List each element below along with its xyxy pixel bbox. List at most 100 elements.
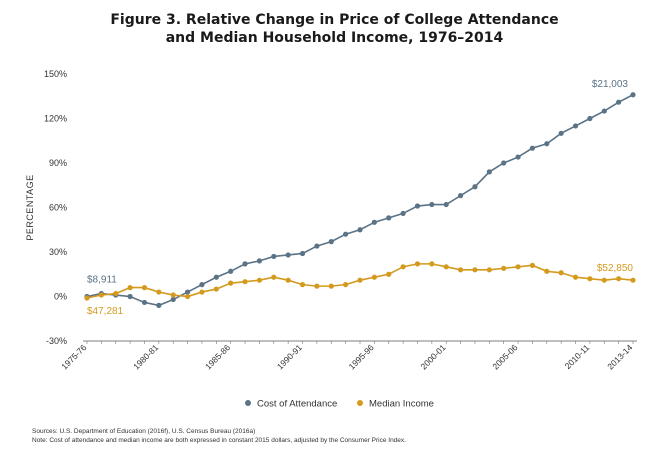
data-point-median-income xyxy=(501,265,507,271)
data-point-cost-of-attendance xyxy=(314,243,320,249)
data-point-median-income xyxy=(601,277,607,283)
data-point-cost-of-attendance xyxy=(457,193,464,199)
chart-title-line-1: Figure 3. Relative Change in Price of Co… xyxy=(110,12,559,28)
y-tick-label: -30% xyxy=(46,336,67,346)
data-point-median-income xyxy=(285,277,291,283)
y-tick-label: 0% xyxy=(54,292,67,302)
y-tick-label: 150% xyxy=(44,69,67,79)
data-point-median-income xyxy=(228,280,234,286)
x-tick-label: 2000-01 xyxy=(418,342,447,371)
data-point-median-income xyxy=(84,295,90,301)
data-point-cost-of-attendance xyxy=(213,274,219,280)
data-point-median-income xyxy=(271,274,277,280)
x-tick-label: 1990-91 xyxy=(275,342,304,371)
data-point-median-income xyxy=(386,271,392,277)
data-point-cost-of-attendance xyxy=(141,299,148,306)
data-point-cost-of-attendance xyxy=(558,130,564,136)
y-tick-label: 30% xyxy=(49,247,67,257)
data-point-median-income xyxy=(299,282,306,288)
data-point-cost-of-attendance xyxy=(400,210,406,217)
data-labels: $8,911 $21,003 $47,281 $52,850 xyxy=(87,79,633,317)
x-tick-label: 1980-81 xyxy=(131,342,160,371)
data-point-median-income xyxy=(457,267,464,273)
data-point-cost-of-attendance xyxy=(228,268,234,274)
data-point-cost-of-attendance xyxy=(299,250,306,257)
legend-marker-cost-of-attendance xyxy=(245,400,251,406)
data-point-cost-of-attendance xyxy=(156,302,162,308)
data-point-cost-of-attendance xyxy=(472,184,478,190)
data-point-median-income xyxy=(343,282,349,288)
data-point-cost-of-attendance xyxy=(357,227,363,233)
series-lines xyxy=(86,94,634,307)
data-point-median-income xyxy=(256,277,263,283)
data-point-median-income xyxy=(429,261,435,267)
data-point-cost-of-attendance xyxy=(544,141,550,147)
data-point-median-income xyxy=(127,285,133,291)
data-point-median-income xyxy=(587,276,593,282)
cost-start-label: $8,911 xyxy=(87,275,117,286)
data-point-cost-of-attendance xyxy=(429,201,435,208)
y-tick-label: 60% xyxy=(49,203,67,213)
data-point-cost-of-attendance xyxy=(443,201,449,208)
y-tick-label: 90% xyxy=(49,158,67,168)
data-point-cost-of-attendance xyxy=(127,293,133,300)
data-point-cost-of-attendance xyxy=(328,239,334,245)
data-point-median-income xyxy=(184,293,191,300)
data-point-median-income xyxy=(443,264,449,270)
chart-title-line-2: and Median Household Income, 1976–2014 xyxy=(165,30,504,46)
data-point-median-income xyxy=(486,267,492,273)
data-point-cost-of-attendance xyxy=(285,252,291,258)
series-line-cost-of-attendance xyxy=(86,94,634,307)
data-point-cost-of-attendance xyxy=(630,92,636,98)
data-point-cost-of-attendance xyxy=(242,261,248,267)
x-tick-label: 1975-76 xyxy=(59,342,88,371)
data-point-cost-of-attendance xyxy=(256,258,263,264)
data-point-median-income xyxy=(371,274,377,280)
line-chart: -30% 0% 30% 60% 90% 120% 150% PERCENTAGE 1975-76… xyxy=(25,69,637,410)
data-point-median-income xyxy=(199,289,205,295)
data-point-median-income xyxy=(170,292,176,298)
x-tick-label: 2013-14 xyxy=(605,342,634,371)
x-tick-label: 2005-06 xyxy=(490,342,519,371)
income-end-label: $52,850 xyxy=(597,263,634,274)
data-point-median-income xyxy=(414,261,421,267)
data-point-cost-of-attendance xyxy=(572,123,579,129)
data-point-cost-of-attendance xyxy=(515,154,521,160)
data-point-cost-of-attendance xyxy=(414,203,421,209)
legend-label-cost-of-attendance: Cost of Attendance xyxy=(257,399,337,410)
x-tick-label: 1985-86 xyxy=(203,342,232,371)
chart-axes: -30% 0% 30% 60% 90% 120% 150% PERCENTAGE 1975-76… xyxy=(25,69,637,371)
legend-marker-median-income xyxy=(357,400,363,406)
y-axis-title: PERCENTAGE xyxy=(25,174,35,240)
data-point-median-income xyxy=(529,262,536,268)
data-point-median-income xyxy=(630,277,636,283)
data-point-median-income xyxy=(400,264,406,270)
legend-label-median-income: Median Income xyxy=(369,399,434,410)
data-point-cost-of-attendance xyxy=(529,145,536,151)
data-point-cost-of-attendance xyxy=(184,289,191,295)
cost-end-label: $21,003 xyxy=(592,79,629,90)
data-point-median-income xyxy=(213,286,219,292)
data-point-median-income xyxy=(156,289,162,295)
chart-legend: Cost of Attendance Median Income xyxy=(245,399,434,410)
data-point-median-income xyxy=(98,292,104,298)
data-point-median-income xyxy=(472,267,478,273)
data-point-cost-of-attendance xyxy=(371,219,377,225)
data-point-median-income xyxy=(616,276,622,282)
data-point-median-income xyxy=(314,283,320,289)
footnote-note: Note: Cost of attendance and median inco… xyxy=(32,437,406,444)
data-point-cost-of-attendance xyxy=(616,99,622,105)
x-tick-label: 2010-11 xyxy=(563,342,592,371)
data-point-cost-of-attendance xyxy=(271,253,277,260)
data-point-cost-of-attendance xyxy=(343,231,349,237)
footnote-sources: Sources: U.S. Department of Education (2… xyxy=(32,428,256,435)
income-start-label: $47,281 xyxy=(87,306,124,317)
data-point-median-income xyxy=(515,264,521,270)
data-point-cost-of-attendance xyxy=(601,108,607,114)
data-point-median-income xyxy=(544,268,550,274)
data-point-cost-of-attendance xyxy=(170,296,176,303)
data-point-median-income xyxy=(357,277,363,283)
data-point-cost-of-attendance xyxy=(587,115,593,122)
y-tick-label: 120% xyxy=(44,114,67,124)
data-point-median-income xyxy=(558,270,564,276)
